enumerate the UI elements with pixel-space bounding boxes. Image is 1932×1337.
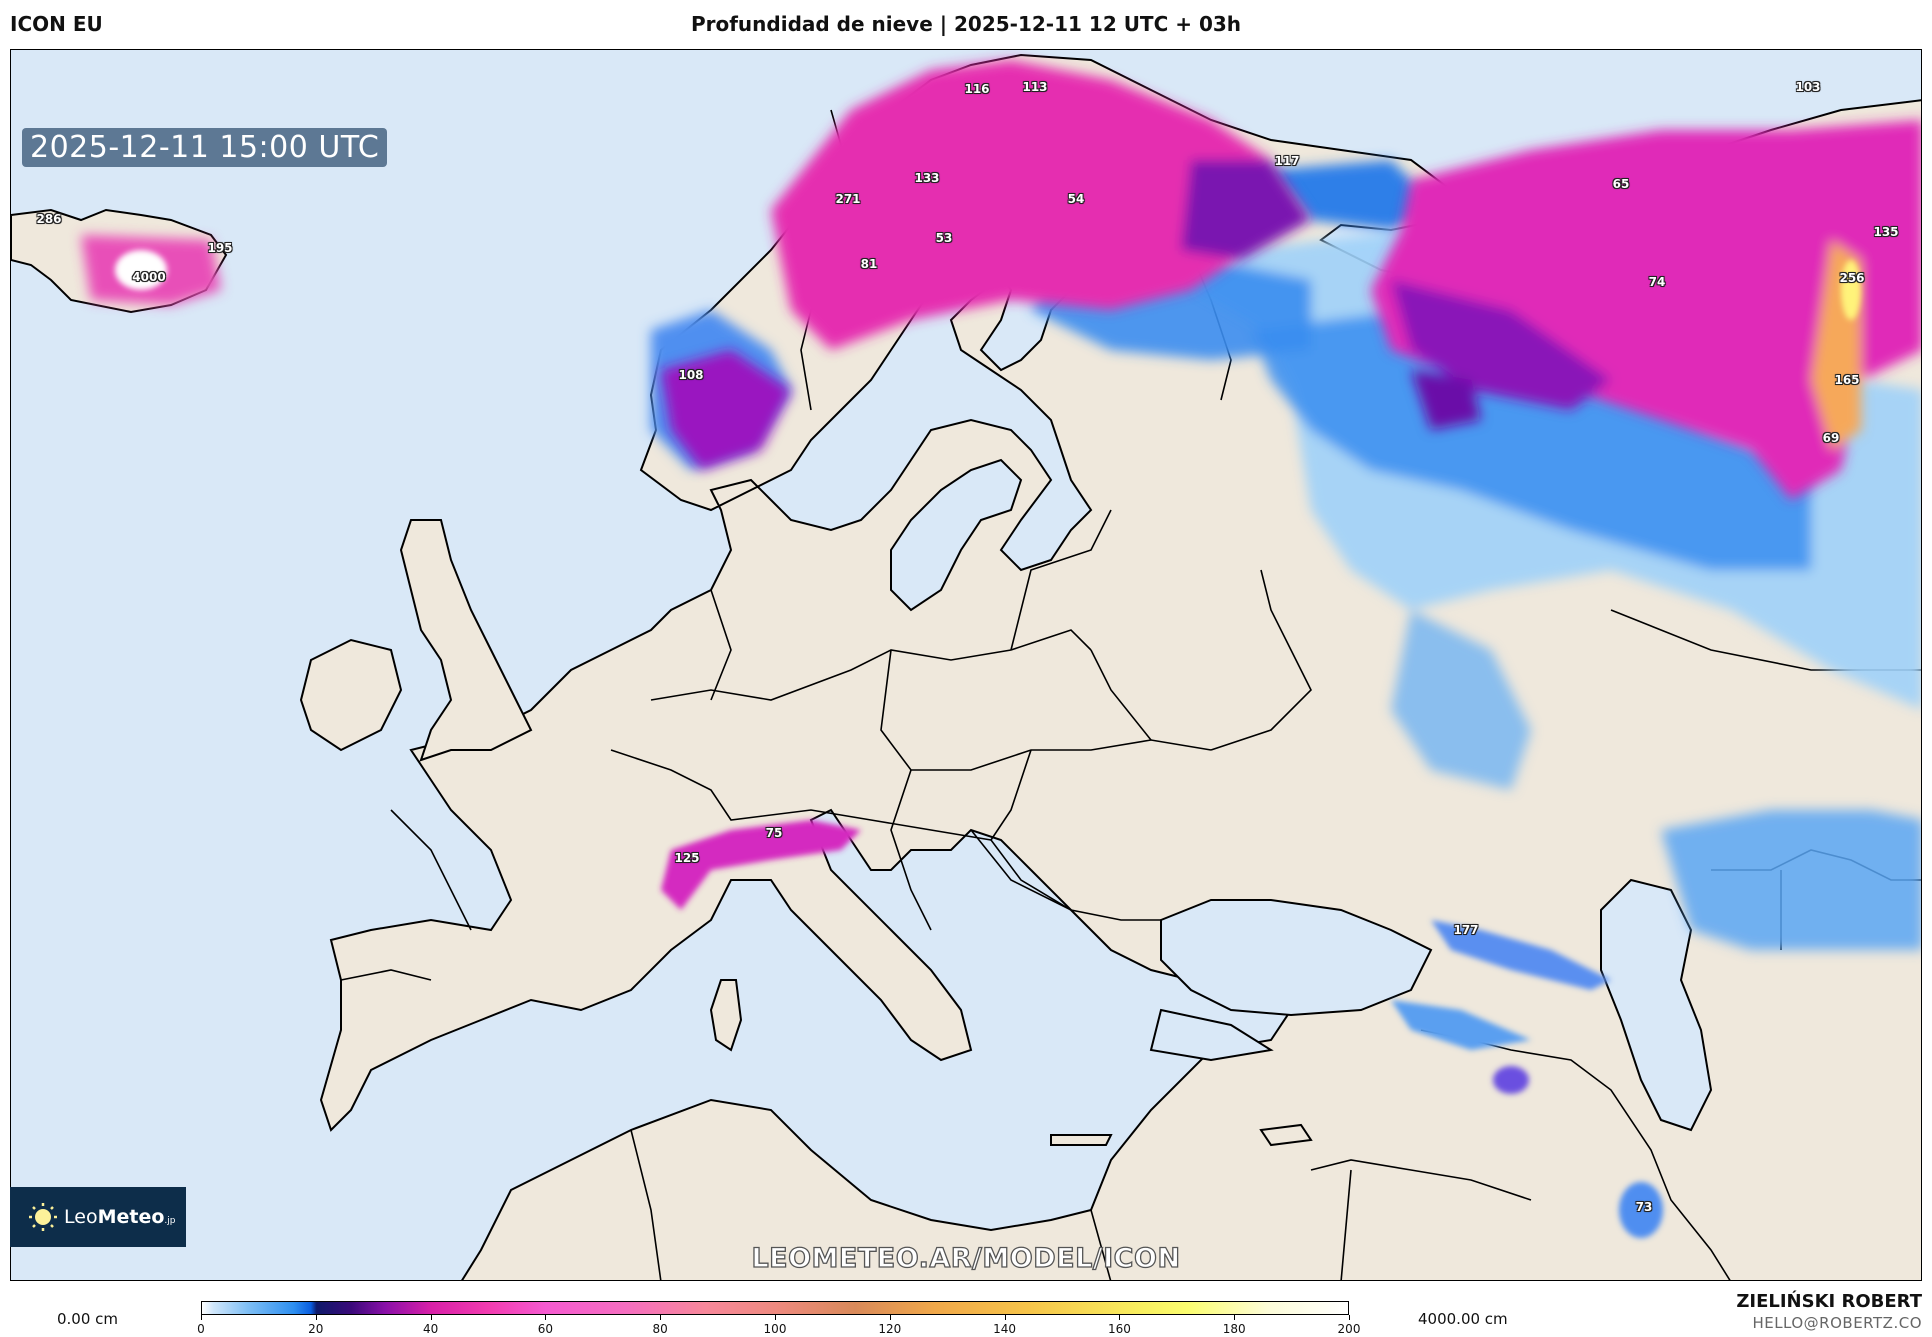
snow-value-label: 165	[1834, 373, 1860, 387]
colorbar-tick-label: 20	[308, 1322, 324, 1336]
colorbar-max-label: 4000.00 cm	[1418, 1310, 1508, 1328]
model-name: ICON EU	[10, 12, 103, 36]
colorbar-tick-label: 180	[1222, 1322, 1246, 1336]
snow-value-label: 177	[1453, 923, 1479, 937]
snow-deep-shading	[81, 60, 1921, 500]
colorbar-tick-label: 100	[763, 1322, 787, 1336]
colorbar-tick-mark	[1234, 1315, 1236, 1320]
snow-value-label: 108	[678, 368, 704, 382]
snow-value-label: 73	[1635, 1200, 1653, 1214]
colorbar-tick-label: 80	[652, 1322, 668, 1336]
snow-value-label: 81	[860, 257, 878, 271]
colorbar-tick-mark	[660, 1315, 662, 1320]
colorbar-tick-mark	[889, 1315, 891, 1320]
colorbar-tick-label: 40	[422, 1322, 439, 1336]
colorbar-min-label: 0.00 cm	[57, 1310, 119, 1328]
colorbar-tick-label: 120	[878, 1322, 902, 1336]
snow-value-label: 133	[914, 171, 940, 185]
snow-value-label: 4000	[132, 270, 166, 284]
logo-text-light: Leo	[64, 1206, 98, 1228]
snow-value-label: 256	[1839, 271, 1865, 285]
colorbar-tick-mark	[430, 1315, 432, 1320]
watermark-url: LEOMETEO.AR/MODEL/ICON	[751, 1242, 1181, 1274]
valid-time-badge: 2025-12-11 15:00 UTC	[22, 128, 388, 167]
snow-value-label: 113	[1022, 80, 1048, 94]
logo-text-suffix: .jp	[164, 1216, 176, 1226]
colorbar-tick-label: 140	[993, 1322, 1017, 1336]
snow-value-label: 286	[36, 212, 62, 226]
colorbar-tick-mark	[1119, 1315, 1121, 1320]
colorbar-tick-label: 0	[197, 1322, 205, 1336]
map-canvas	[11, 53, 1921, 1280]
leometeo-logo: LeoMeteo.jp	[10, 1187, 186, 1247]
snow-value-label: 125	[674, 851, 700, 865]
colorbar	[201, 1301, 1349, 1315]
snow-value-label: 54	[1067, 192, 1085, 206]
colorbar-tick-mark	[201, 1315, 202, 1320]
chart-title: Profundidad de nieve | 2025-12-11 12 UTC…	[690, 12, 1242, 36]
colorbar-tick-label: 160	[1107, 1322, 1131, 1336]
snow-value-label: 117	[1274, 154, 1300, 168]
author-email: HELLO@ROBERTZ.CO	[1752, 1314, 1922, 1332]
snow-value-label: 69	[1822, 431, 1840, 445]
colorbar-tick-mark	[1004, 1315, 1006, 1320]
snow-value-label: 53	[935, 231, 953, 245]
logo-text: LeoMeteo.jp	[64, 1206, 175, 1228]
sun-icon	[29, 1203, 57, 1231]
colorbar-tick-mark	[1349, 1315, 1350, 1320]
snow-depth-map: 2025-12-11 15:00 UTC 286 195 4000 116 113 271…	[10, 49, 1922, 1281]
snow-value-label: 116	[964, 82, 990, 96]
snow-value-label: 103	[1795, 80, 1821, 94]
snow-value-label: 65	[1612, 177, 1630, 191]
snow-peaks	[115, 250, 1861, 1238]
snow-value-label: 135	[1873, 225, 1899, 239]
author-name: ZIELIŃSKI ROBERT	[1736, 1291, 1922, 1312]
logo-text-bold: Meteo	[97, 1206, 165, 1228]
snow-value-label: 74	[1648, 275, 1666, 289]
colorbar-tick-label: 60	[537, 1322, 554, 1336]
snow-value-label: 271	[835, 192, 861, 206]
colorbar-tick-label: 200	[1337, 1322, 1361, 1336]
colorbar-tick-mark	[775, 1315, 776, 1320]
snow-value-label: 195	[207, 241, 233, 255]
colorbar-tick-mark	[315, 1315, 317, 1320]
colorbar-tick-mark	[545, 1315, 547, 1320]
snow-value-label: 75	[765, 826, 783, 840]
